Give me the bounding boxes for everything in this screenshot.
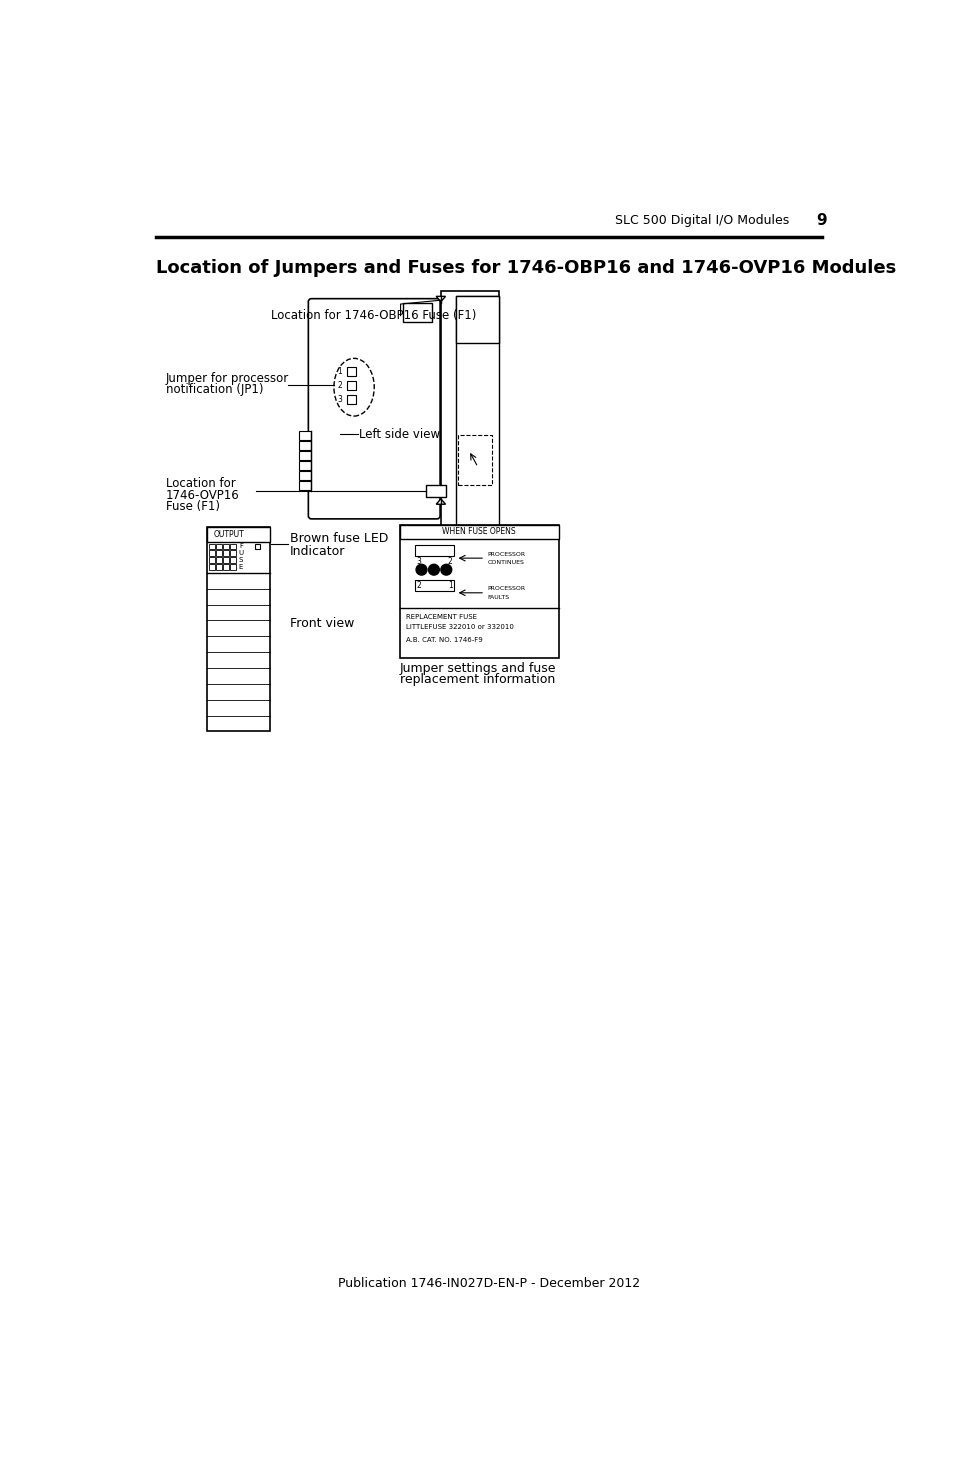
Text: Front view: Front view: [290, 617, 354, 630]
Text: 2: 2: [416, 581, 421, 590]
Text: REPLACEMENT FUSE: REPLACEMENT FUSE: [406, 615, 476, 621]
Ellipse shape: [334, 358, 374, 416]
Text: 1: 1: [337, 367, 342, 376]
Bar: [456, 296, 498, 342]
Text: WHEN FUSE OPENS: WHEN FUSE OPENS: [442, 528, 516, 537]
Text: notification (JP1): notification (JP1): [166, 384, 263, 395]
Text: Publication 1746-IN027D-EN-P - December 2012: Publication 1746-IN027D-EN-P - December …: [337, 1277, 639, 1291]
Bar: [230, 550, 235, 556]
Text: OUTPUT: OUTPUT: [213, 530, 244, 538]
Bar: [207, 527, 270, 541]
Text: E: E: [238, 563, 243, 569]
Text: Location for 1746-OBP16 Fuse (F1): Location for 1746-OBP16 Fuse (F1): [271, 310, 476, 322]
Bar: [347, 381, 356, 391]
Bar: [209, 558, 214, 563]
Circle shape: [416, 565, 427, 575]
Text: 2: 2: [447, 558, 452, 566]
Text: Jumper for processor: Jumper for processor: [166, 372, 289, 385]
Text: Left side view: Left side view: [359, 428, 440, 441]
Text: Location for: Location for: [166, 476, 235, 490]
Bar: [415, 546, 454, 556]
Text: U: U: [238, 550, 243, 556]
Bar: [399, 525, 558, 538]
Bar: [298, 441, 311, 450]
Bar: [223, 550, 229, 556]
Text: F: F: [238, 543, 243, 549]
Text: 3: 3: [416, 558, 421, 566]
Bar: [298, 471, 311, 481]
Bar: [209, 543, 214, 549]
Bar: [254, 543, 260, 549]
Polygon shape: [436, 296, 445, 302]
Bar: [426, 485, 446, 497]
Bar: [216, 565, 221, 569]
Text: Location of Jumpers and Fuses for 1746-OBP16 and 1746-OVP16 Modules: Location of Jumpers and Fuses for 1746-O…: [155, 258, 895, 277]
Text: A.B. CAT. NO. 1746-F9: A.B. CAT. NO. 1746-F9: [406, 637, 482, 643]
Bar: [209, 565, 214, 569]
Text: 2: 2: [337, 381, 342, 391]
Bar: [207, 527, 270, 732]
Bar: [347, 367, 356, 376]
Text: FAULTS: FAULTS: [487, 594, 509, 600]
Text: 9: 9: [816, 214, 826, 229]
Bar: [399, 525, 558, 658]
Text: PROCESSOR: PROCESSOR: [487, 552, 525, 556]
Bar: [402, 302, 432, 322]
Bar: [230, 558, 235, 563]
Bar: [216, 558, 221, 563]
Text: CONTINUES: CONTINUES: [487, 560, 524, 565]
Bar: [216, 550, 221, 556]
Text: 1: 1: [447, 581, 452, 590]
Bar: [298, 481, 311, 490]
Text: S: S: [238, 556, 243, 562]
Text: 3: 3: [337, 395, 342, 404]
Bar: [298, 451, 311, 460]
Bar: [456, 296, 498, 531]
Bar: [347, 395, 356, 404]
Bar: [298, 431, 311, 441]
Text: SLC 500 Digital I/O Modules: SLC 500 Digital I/O Modules: [615, 214, 789, 227]
Bar: [230, 565, 235, 569]
FancyBboxPatch shape: [308, 298, 439, 519]
Circle shape: [428, 565, 439, 575]
Text: Jumper settings and fuse: Jumper settings and fuse: [399, 662, 556, 674]
Text: LITTLEFUSE 322010 or 332010: LITTLEFUSE 322010 or 332010: [406, 624, 514, 630]
Bar: [457, 435, 492, 485]
Bar: [440, 291, 498, 531]
Bar: [209, 550, 214, 556]
Text: Indicator: Indicator: [290, 546, 345, 559]
Text: replacement information: replacement information: [399, 673, 555, 686]
Circle shape: [440, 565, 452, 575]
Text: Brown fuse LED: Brown fuse LED: [290, 532, 388, 546]
Bar: [216, 543, 221, 549]
Bar: [298, 462, 311, 471]
Bar: [223, 565, 229, 569]
Text: Fuse (F1): Fuse (F1): [166, 500, 219, 513]
Bar: [223, 558, 229, 563]
Bar: [230, 543, 235, 549]
Polygon shape: [436, 499, 445, 504]
Text: 1746-OVP16: 1746-OVP16: [166, 488, 239, 502]
Bar: [223, 543, 229, 549]
Text: PROCESSOR: PROCESSOR: [487, 586, 525, 591]
Bar: [415, 581, 454, 591]
